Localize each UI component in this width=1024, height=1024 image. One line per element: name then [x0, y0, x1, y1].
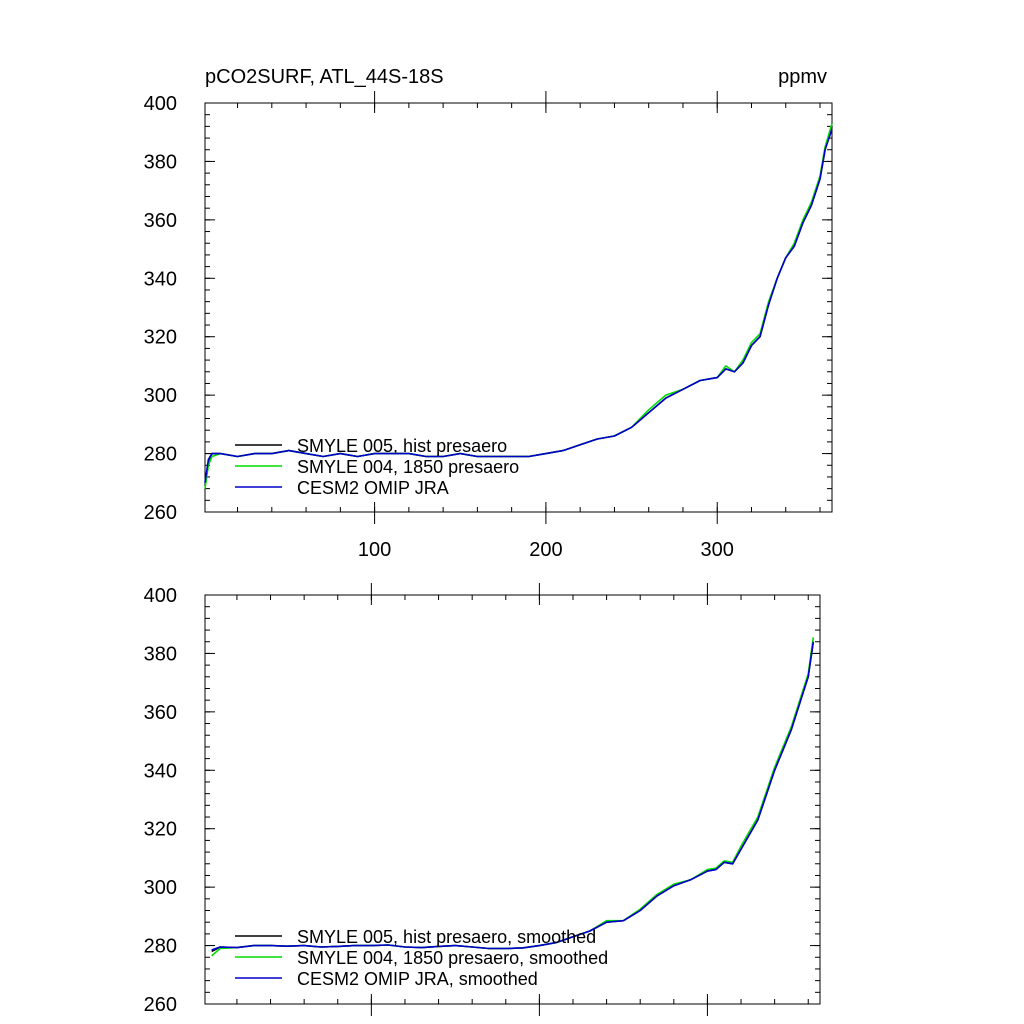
y-tick-label: 300 — [144, 877, 177, 899]
y-tick-label: 260 — [144, 994, 177, 1016]
chart-title-left: pCO2SURF, ATL_44S-18S — [205, 66, 444, 88]
plot-frame — [204, 594, 821, 1005]
y-tick-label: 380 — [144, 151, 177, 173]
series-line-2 — [211, 637, 815, 957]
legend-label-1: SMYLE 005, hist presaero, smoothed — [297, 927, 596, 947]
series-line-1 — [204, 126, 833, 486]
legend-label-3: CESM2 OMIP JRA, smoothed — [297, 969, 538, 989]
y-tick-label: 300 — [144, 385, 177, 407]
y-tick-label: 380 — [144, 643, 177, 665]
legend-label-1: SMYLE 005, hist presaero — [297, 436, 507, 456]
legend-label-2: SMYLE 004, 1850 presaero — [297, 457, 519, 477]
y-tick-label: 320 — [144, 327, 177, 349]
y-tick-label: 400 — [144, 585, 177, 607]
y-tick-label: 320 — [144, 819, 177, 841]
series-line-3 — [211, 641, 815, 951]
plot-frame — [204, 102, 833, 513]
series-line-3 — [204, 129, 833, 483]
series-line-2 — [204, 123, 833, 489]
y-tick-label: 260 — [144, 502, 177, 524]
y-tick-label: 280 — [144, 444, 177, 466]
y-tick-label: 340 — [144, 760, 177, 782]
panel-top: 260 280 300 320 340 360 380 400 100 200 300 pCO2SUR… — [144, 66, 833, 561]
legend-label-2: SMYLE 004, 1850 presaero, smoothed — [297, 948, 608, 968]
x-tick-label: 200 — [529, 539, 562, 561]
panel-bottom: 260 280 300 320 340 360 380 400 SMYLE 005, hist … — [144, 583, 821, 1016]
y-tick-label: 340 — [144, 268, 177, 290]
y-tick-label: 400 — [144, 93, 177, 115]
x-tick-label: 100 — [358, 539, 391, 561]
series-line-1 — [211, 641, 815, 953]
x-tick-label: 300 — [701, 539, 734, 561]
chart-title-right: ppmv — [778, 66, 827, 88]
y-tick-label: 360 — [144, 702, 177, 724]
y-tick-label: 360 — [144, 210, 177, 232]
legend-label-3: CESM2 OMIP JRA — [297, 478, 449, 498]
y-tick-label: 280 — [144, 936, 177, 958]
